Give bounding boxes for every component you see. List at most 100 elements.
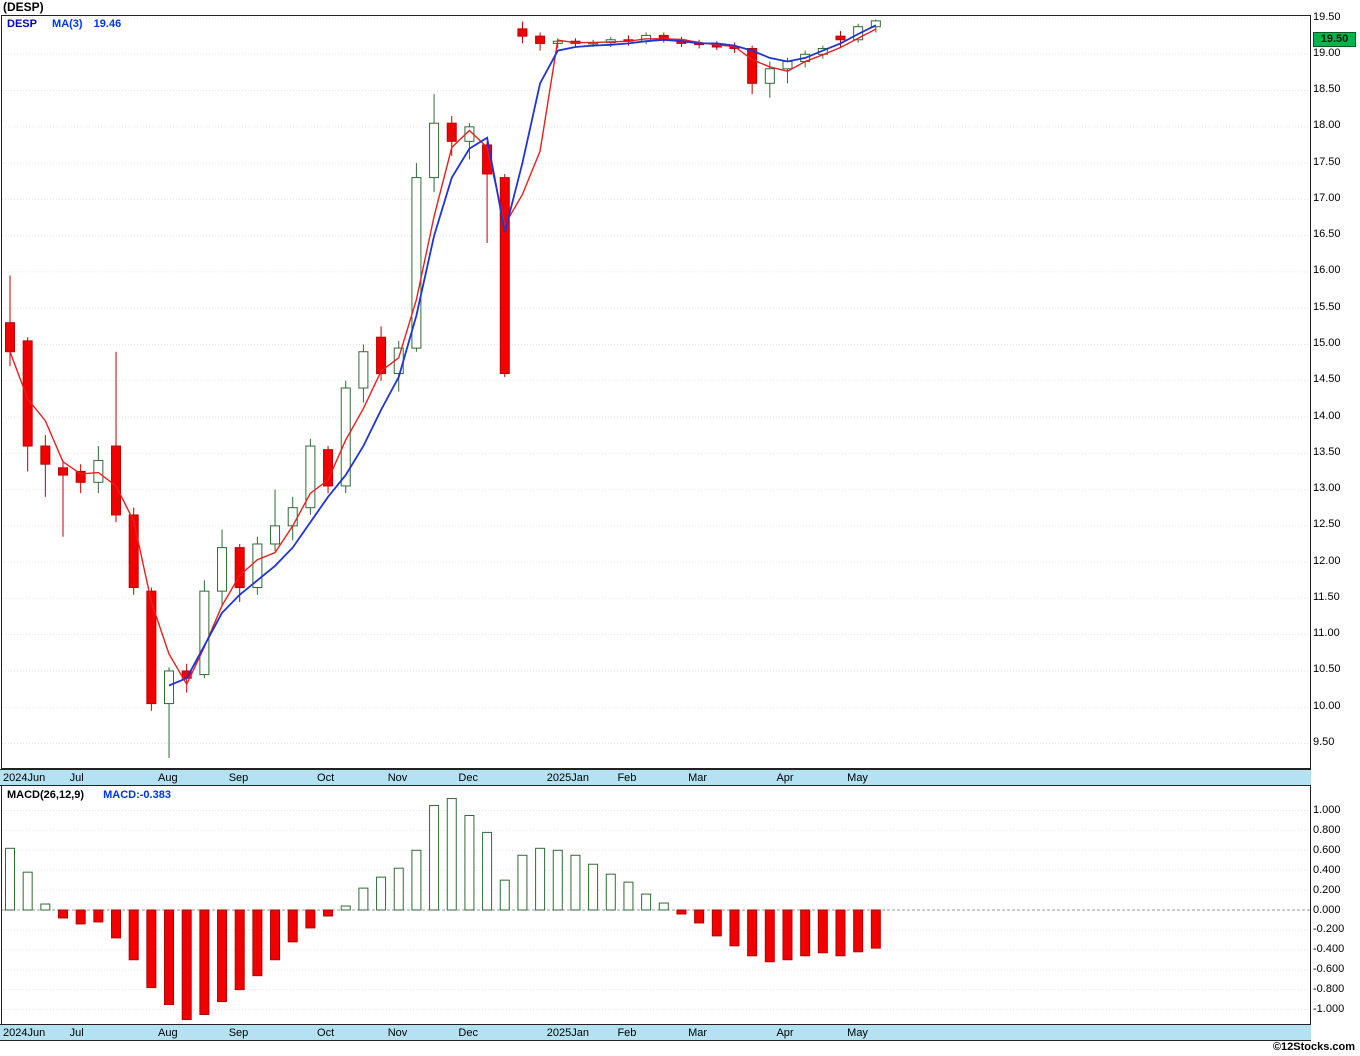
candle: [429, 94, 440, 193]
macd-bar: [835, 909, 846, 957]
candle: [323, 446, 334, 494]
macd-bar: [340, 905, 351, 911]
macd-tick-label: -0.400: [1313, 943, 1345, 956]
macd-tick-label: 0.200: [1313, 883, 1341, 896]
macd-bar: [234, 909, 245, 991]
macd-bar: [464, 814, 475, 911]
candle: [729, 42, 740, 53]
macd-bar: [623, 881, 634, 911]
macd-bar: [393, 867, 404, 911]
macd-bar: [287, 909, 298, 943]
month-label: Nov: [387, 772, 408, 784]
macd-bar: [676, 909, 687, 915]
macd-bar: [358, 887, 369, 911]
price-tick-label: 11.50: [1313, 590, 1340, 603]
macd-value-label: MACD:-0.383: [103, 789, 171, 801]
candle: [234, 543, 245, 603]
macd-bar: [729, 909, 740, 947]
macd-tick-label: 0.000: [1313, 903, 1341, 916]
macd-legend: MACD(26,12,9) MACD:-0.383: [7, 789, 171, 801]
macd-bar: [323, 909, 334, 917]
month-axis-top: 2024Jun Jul Aug Sep Oct Nov Dec 2025Jan Feb Mar Ap…: [0, 769, 1311, 786]
macd-bar: [782, 909, 793, 961]
month-label: Sep: [228, 772, 249, 784]
macd-bar: [111, 909, 122, 939]
price-tick-label: 9.50: [1313, 736, 1335, 748]
macd-params-label: MACD(26,12,9): [7, 789, 85, 801]
macd-bar: [5, 847, 15, 911]
month-label: Apr: [776, 772, 794, 784]
ma-value: 19.46: [93, 18, 122, 30]
macd-bar: [181, 909, 192, 1020]
month-label: 2024Jun: [3, 1027, 46, 1039]
macd-tick-label: -0.600: [1313, 963, 1345, 976]
macd-bar: [535, 847, 546, 911]
month-label: Dec: [458, 1027, 478, 1039]
macd-bar: [429, 805, 440, 911]
price-tick-label: 16.00: [1313, 264, 1341, 277]
macd-bar: [499, 879, 510, 911]
macd-bar: [552, 849, 563, 911]
candle: [40, 435, 51, 497]
macd-bar: [40, 903, 51, 911]
macd-bar: [146, 909, 157, 989]
macd-bar: [605, 873, 616, 911]
price-axis: 19.50 19.50 19.00 18.50 18.00 17.50 17.00 16.5…: [1313, 11, 1359, 769]
price-tick-label: 10.00: [1313, 699, 1341, 712]
macd-tick-label: 0.400: [1313, 863, 1341, 876]
macd-bar: [764, 909, 775, 963]
macd-bar: [570, 854, 581, 911]
price-tick-label: 12.00: [1313, 554, 1341, 567]
ma-fast-line: [9, 28, 877, 686]
macd-bar: [217, 909, 228, 1003]
candle: [75, 464, 86, 494]
candle: [146, 587, 157, 711]
ma-label: MA(3): [52, 18, 83, 30]
month-label: Nov: [387, 1027, 408, 1039]
macd-bar: [376, 876, 387, 911]
macd-bar: [853, 909, 864, 953]
macd-bar: [305, 909, 316, 929]
month-label: 2025Jan: [546, 1027, 589, 1039]
macd-tick-label: 0.800: [1313, 823, 1341, 836]
month-label: Mar: [688, 1027, 708, 1039]
month-label: 2025Jan: [546, 772, 589, 784]
macd-tick-label: -0.200: [1313, 923, 1345, 936]
price-chart-panel: DESP MA(3) 19.46: [1, 15, 1311, 769]
candle: [252, 536, 263, 595]
price-tick-label: 19.00: [1313, 46, 1341, 59]
macd-bar: [411, 849, 422, 911]
candle: [747, 45, 758, 95]
macd-tick-label: 1.000: [1313, 804, 1341, 816]
price-tick-label: 15.00: [1313, 336, 1341, 349]
ma-slow-line: [168, 24, 877, 687]
macd-bar: [711, 909, 722, 937]
candle: [22, 337, 33, 472]
candle: [93, 446, 104, 494]
candle: [658, 32, 669, 43]
macd-bar: [800, 909, 811, 957]
macd-axis: 1.000 0.800 0.600 0.400 0.200 0.000 -0.200 -0.4…: [1313, 786, 1359, 1024]
month-label: Feb: [617, 772, 637, 784]
macd-panel: MACD(26,12,9) MACD:-0.383: [1, 786, 1311, 1024]
price-tick-label: 10.50: [1313, 663, 1341, 676]
price-tick-label: 13.00: [1313, 482, 1341, 495]
candle: [358, 344, 369, 403]
macd-bar: [199, 909, 210, 1015]
month-label: Jul: [69, 772, 84, 784]
macd-bar: [482, 831, 493, 911]
price-tick-label: 16.50: [1313, 228, 1341, 241]
macd-tick-label: 0.600: [1313, 843, 1341, 856]
candle: [499, 173, 510, 378]
price-tick-label: 18.50: [1313, 83, 1341, 96]
candle: [535, 32, 546, 51]
month-label: May: [847, 772, 868, 784]
page-title: (DESP): [0, 0, 1360, 15]
macd-bar: [270, 909, 281, 961]
price-tick-label: 19.50: [1313, 10, 1341, 23]
price-plot-svg: [2, 17, 1310, 759]
ticker-symbol-label: DESP: [7, 18, 37, 30]
copyright-text: ©12Stocks.com: [1272, 1041, 1355, 1053]
macd-bar: [93, 909, 104, 923]
